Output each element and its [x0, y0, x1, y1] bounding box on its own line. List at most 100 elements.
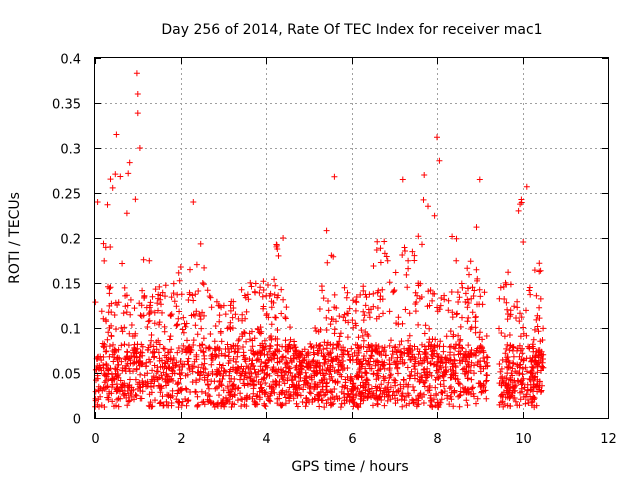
data-point — [370, 303, 377, 310]
data-point — [227, 391, 234, 398]
data-point — [266, 292, 273, 299]
data-point — [241, 329, 247, 336]
data-point — [132, 391, 139, 398]
data-point — [443, 333, 450, 340]
data-point — [120, 382, 126, 389]
data-point — [517, 310, 523, 317]
data-point — [499, 378, 506, 384]
data-point — [241, 292, 248, 299]
data-point — [194, 331, 201, 338]
data-point — [186, 289, 193, 296]
data-point — [422, 377, 429, 384]
data-point — [97, 393, 104, 400]
data-point — [249, 357, 256, 364]
data-point — [303, 360, 310, 367]
data-point — [400, 383, 407, 390]
data-point — [409, 351, 415, 358]
data-point — [421, 330, 428, 337]
data-point — [155, 307, 161, 314]
data-point — [429, 336, 436, 343]
data-point — [456, 338, 463, 344]
data-point — [437, 338, 444, 345]
data-point — [465, 285, 472, 292]
data-point — [519, 365, 526, 372]
data-point — [477, 358, 484, 364]
data-point — [470, 293, 477, 299]
data-point — [133, 354, 140, 361]
data-point — [106, 388, 113, 395]
data-point — [483, 395, 490, 402]
data-point — [359, 332, 366, 339]
data-point — [427, 360, 434, 367]
data-point — [323, 314, 330, 321]
data-point — [112, 299, 119, 306]
data-point — [111, 403, 117, 410]
data-point — [190, 311, 197, 318]
data-point — [426, 369, 433, 376]
data-point — [278, 310, 285, 317]
data-point — [126, 330, 133, 337]
data-point — [527, 291, 534, 298]
data-point — [131, 396, 137, 403]
data-point — [131, 332, 138, 339]
data-point — [514, 402, 521, 409]
data-point — [105, 366, 112, 373]
data-point — [532, 352, 539, 359]
data-point — [182, 346, 188, 353]
data-point — [461, 385, 468, 392]
data-point — [146, 317, 153, 324]
data-point — [139, 378, 146, 384]
data-point — [443, 359, 450, 366]
data-point — [184, 358, 191, 365]
data-point — [307, 385, 313, 392]
data-point — [114, 386, 120, 393]
data-point — [365, 333, 372, 339]
data-point — [530, 381, 537, 388]
data-point — [283, 304, 290, 311]
data-point — [431, 396, 437, 403]
data-point — [289, 377, 296, 384]
data-point — [107, 244, 114, 250]
data-point — [427, 392, 434, 399]
data-point — [143, 363, 150, 369]
data-point — [186, 366, 193, 373]
data-point — [382, 352, 389, 359]
data-point — [108, 377, 115, 384]
data-point — [469, 351, 475, 358]
data-point — [201, 401, 208, 408]
data-point — [232, 343, 239, 350]
data-point — [193, 351, 200, 358]
data-point — [243, 338, 250, 345]
data-point — [536, 378, 543, 385]
data-point — [156, 355, 163, 362]
data-point — [282, 315, 289, 322]
data-point — [214, 384, 220, 391]
data-point — [193, 308, 200, 315]
data-point — [274, 294, 281, 301]
data-point — [355, 334, 362, 341]
data-point — [338, 400, 345, 407]
data-point — [101, 341, 108, 348]
data-point — [321, 404, 328, 411]
data-point — [240, 344, 246, 350]
data-point — [167, 393, 174, 400]
data-point — [414, 401, 421, 408]
data-point — [500, 403, 507, 410]
data-point — [103, 348, 110, 355]
data-point — [94, 375, 101, 382]
data-point — [331, 326, 338, 333]
data-point — [520, 357, 527, 364]
data-point — [506, 394, 513, 401]
data-point — [103, 384, 110, 391]
data-point — [341, 384, 348, 391]
data-point — [196, 311, 203, 317]
data-point — [386, 392, 393, 399]
data-point — [246, 369, 253, 376]
data-point — [390, 288, 397, 295]
data-point — [378, 381, 385, 388]
y-tick-label: 0.25 — [52, 188, 81, 203]
data-point — [412, 289, 419, 296]
data-point — [159, 363, 166, 370]
data-point — [131, 354, 138, 361]
data-point — [460, 389, 467, 396]
